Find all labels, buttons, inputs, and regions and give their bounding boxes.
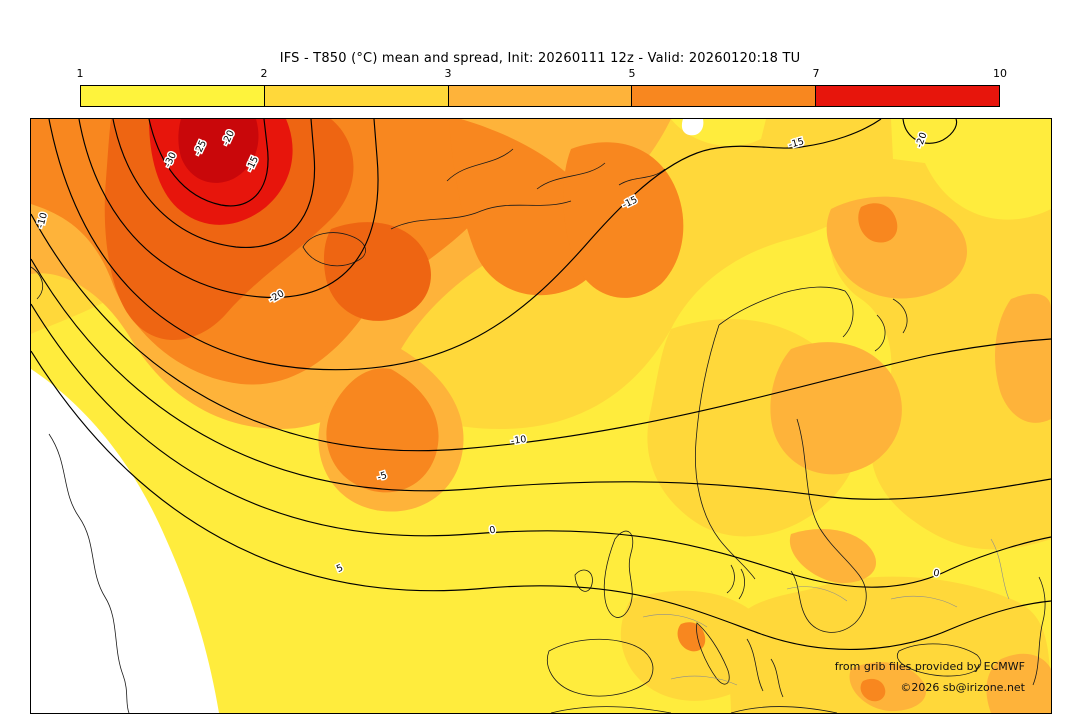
credits: from grib files provided by ECMWF ©2026 … [835,657,1025,699]
colorbar-tick: 2 [260,67,268,80]
colorbar-segment [815,86,999,106]
chart-title: IFS - T850 (°C) mean and spread, Init: 2… [279,51,801,66]
colorbar-ticks: 1 2 3 5 7 10 [0,67,1080,81]
map-area: -30 -25 -20 -15 -20 -15 -15 -20 -10 -10 -5 0 5 0 from… [30,118,1052,714]
colorbar-tick: 1 [76,67,84,80]
colorbar-tick: 3 [444,67,452,80]
colorbar-tick: 10 [993,67,1007,80]
colorbar [80,85,1000,107]
coastline-layer [31,148,1046,713]
spread-fill-layer [31,119,1051,713]
colorbar-segment [263,86,448,106]
colorbar-segment [447,86,632,106]
contour-line-layer [31,119,1051,650]
country-border-layer [642,538,1010,686]
colorbar-tick: 7 [812,67,820,80]
weather-map: -30-25-20-15-20-15-15 -20-10-10-505 0 [31,119,1051,713]
credits-copyright: ©2026 sb@irizone.net [900,681,1025,695]
contour-label: -20 [914,131,930,149]
contour-label: -10 [510,434,527,447]
colorbar-segment [631,86,816,106]
colorbar-tick: 5 [628,67,636,80]
colorbar-segment [81,86,264,106]
contour-label: 0 [933,568,941,580]
contour-label: 0 [489,525,497,537]
credits-source: from grib files provided by ECMWF [834,660,1025,674]
